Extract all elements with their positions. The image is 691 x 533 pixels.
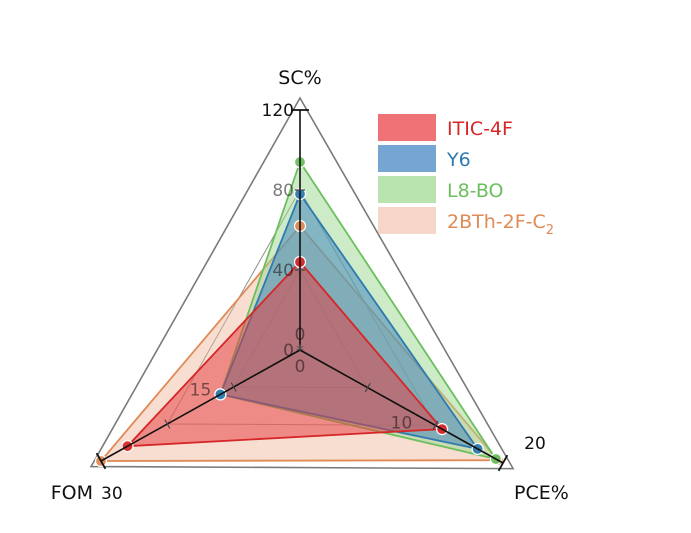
series-area-itic-4f xyxy=(126,261,444,448)
legend-label-l8-bo: L8-BO xyxy=(447,180,504,202)
axis-name-pce: PCE% xyxy=(514,482,569,504)
axis-cap-pce xyxy=(497,454,509,472)
axis-line-fom xyxy=(100,349,301,462)
legend-swatch-l8-bo xyxy=(378,176,436,203)
axis-name-fom: FOM xyxy=(51,482,93,504)
legend-label-itic-4f: ITIC-4F xyxy=(447,118,513,140)
tick-label-fom-0: 0 xyxy=(295,325,306,345)
legend: ITIC-4F Y6 L8-BO 2BTh-2F-C2 xyxy=(378,114,554,238)
axis-cap-fom xyxy=(95,452,107,470)
axis-tick-pce-0 xyxy=(364,383,371,393)
center-marker-icon: * xyxy=(296,341,304,360)
axis-name-sc: SC% xyxy=(278,67,321,89)
tick-label-sc-3: 120 xyxy=(262,101,294,121)
tick-label-pce-0: 0 xyxy=(295,357,306,377)
axis-tick-fom-1 xyxy=(164,419,171,429)
tick-label-pce-1: 10 xyxy=(391,414,413,434)
axis-line-pce xyxy=(299,349,504,464)
legend-label-y6: Y6 xyxy=(446,149,471,171)
axis-tick-pce-1 xyxy=(432,420,439,430)
radar-outer-frame xyxy=(89,96,515,470)
tick-label-fom-2: 30 xyxy=(101,484,123,504)
tick-label-sc-0: 0 xyxy=(283,341,294,361)
legend-swatch-2bth-2f-c xyxy=(378,207,436,234)
legend-label-2bth-2f-c: 2BTh-2F-C2 xyxy=(447,211,554,238)
tick-label-sc-1: 40 xyxy=(272,261,294,281)
legend-swatch-y6 xyxy=(378,145,436,172)
tick-label-fom-1: 15 xyxy=(190,381,212,401)
legend-swatch-itic-4f xyxy=(378,114,436,141)
axis-tick-fom-0 xyxy=(230,382,237,392)
radar-axis-layer: 0 40 80 120 SC% 0 10 20 PCE% 0 15 30 FOM * xyxy=(51,67,569,504)
tick-label-sc-2: 80 xyxy=(272,181,294,201)
tick-label-pce-2: 20 xyxy=(524,434,546,454)
